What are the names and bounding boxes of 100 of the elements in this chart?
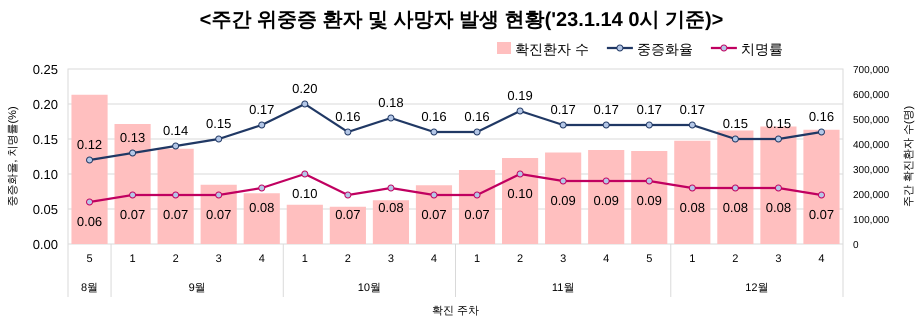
y-tick-label: 0.10 [32, 167, 58, 182]
chart-title: <주간 위중증 환자 및 사망자 발생 현황('23.1.14 0시 기준)> [200, 9, 724, 31]
data-label: 0.07 [421, 207, 447, 222]
y2-tick-label: 500,000 [853, 115, 890, 126]
point [258, 184, 266, 192]
data-label: 0.08 [722, 200, 748, 215]
bar [71, 94, 108, 244]
point [86, 198, 94, 206]
data-label: 0.16 [808, 109, 834, 124]
point [344, 128, 352, 136]
point [774, 136, 782, 142]
point [430, 192, 438, 198]
data-label: 0.08 [249, 200, 274, 215]
bar [372, 200, 409, 244]
bar [416, 185, 452, 244]
data-label: 0.09 [550, 193, 576, 208]
x-tick-label: 4 [818, 253, 825, 265]
data-label: 0.12 [76, 137, 102, 152]
x-tick-label: 4 [603, 253, 610, 265]
text: 10월 [358, 282, 382, 294]
bar [244, 193, 280, 244]
x-tick-label: 1 [130, 253, 136, 265]
data-label: 0.17 [680, 102, 705, 117]
point [474, 192, 481, 198]
data-label: 0.17 [550, 102, 576, 117]
x-tick-label: 2 [517, 253, 524, 265]
bar [674, 140, 710, 244]
point [344, 192, 352, 198]
y-tick-label: 0.25 [32, 62, 58, 77]
y2-tick-label: 600,000 [853, 90, 890, 101]
x-tick-label: 5 [646, 253, 652, 265]
point [172, 192, 180, 198]
point [387, 114, 394, 122]
bar [458, 170, 496, 244]
y2-axis-title: 주간 확진환자 수(명) [903, 106, 915, 208]
data-label: 0.15 [206, 116, 232, 131]
data-label: 0.07 [206, 207, 232, 222]
point [688, 122, 696, 128]
data-label: 0.15 [722, 116, 748, 131]
data-label: 0.07 [335, 207, 361, 222]
point [732, 136, 739, 142]
data-label: 0.17 [636, 102, 662, 117]
point [516, 108, 524, 114]
x-tick-label: 4 [258, 253, 265, 265]
data-label: 0.08 [680, 200, 705, 215]
text: 11월 [552, 282, 574, 294]
data-label: 0.15 [766, 116, 792, 131]
bar [502, 158, 538, 244]
legend-label: 확진환자 수 [515, 41, 589, 57]
point [129, 150, 136, 156]
data-label: 0.14 [162, 123, 188, 138]
y-tick-label: 0.05 [32, 202, 58, 217]
data-label: 0.16 [464, 109, 490, 124]
x-tick-label: 4 [430, 253, 438, 265]
data-label: 0.16 [421, 109, 447, 124]
y-tick-label: 0.00 [32, 237, 58, 252]
point [301, 100, 308, 108]
point [516, 170, 524, 178]
bar [717, 130, 754, 244]
text: 8월 [80, 282, 98, 294]
data-label: 0.18 [378, 95, 404, 110]
y-axis-title: 중증화율, 치명률(%) [7, 106, 19, 207]
data-label: 0.07 [162, 207, 188, 222]
data-label: 0.10 [507, 186, 533, 201]
text: 9월 [188, 282, 206, 294]
x-tick-label: 3 [216, 253, 222, 265]
legend-label: 치명률 [740, 41, 783, 57]
data-label: 0.17 [594, 102, 619, 117]
bar [200, 184, 237, 244]
data-label: 0.08 [766, 200, 792, 215]
x-tick-label: 1 [302, 253, 308, 265]
point [602, 122, 610, 128]
point [646, 178, 653, 184]
data-label: 0.10 [292, 186, 318, 201]
text: 12월 [745, 282, 769, 294]
data-label: 0.07 [464, 207, 490, 222]
x-tick-label: 5 [86, 253, 93, 265]
x-tick-label: 1 [474, 253, 480, 265]
point [774, 184, 782, 192]
x-tick-label: 3 [388, 253, 394, 265]
x-tick-label: 3 [775, 253, 782, 265]
bar [760, 126, 796, 244]
point [301, 170, 308, 178]
bar [803, 130, 840, 244]
y2-tick-label: 0 [853, 240, 859, 251]
point [560, 122, 567, 128]
point [215, 136, 222, 142]
x-axis-title: 확진 주차 [432, 305, 480, 317]
data-label: 0.19 [507, 88, 533, 103]
y2-tick-label: 400,000 [853, 140, 890, 151]
point [818, 192, 825, 198]
point [258, 122, 266, 128]
data-label: 0.07 [120, 207, 146, 222]
data-label: 0.13 [120, 130, 146, 145]
y2-tick-label: 300,000 [853, 165, 890, 176]
y-tick-label: 0.15 [32, 132, 58, 147]
point [430, 128, 438, 136]
bar [588, 150, 624, 244]
point [215, 192, 222, 198]
data-label: 0.08 [378, 200, 404, 215]
